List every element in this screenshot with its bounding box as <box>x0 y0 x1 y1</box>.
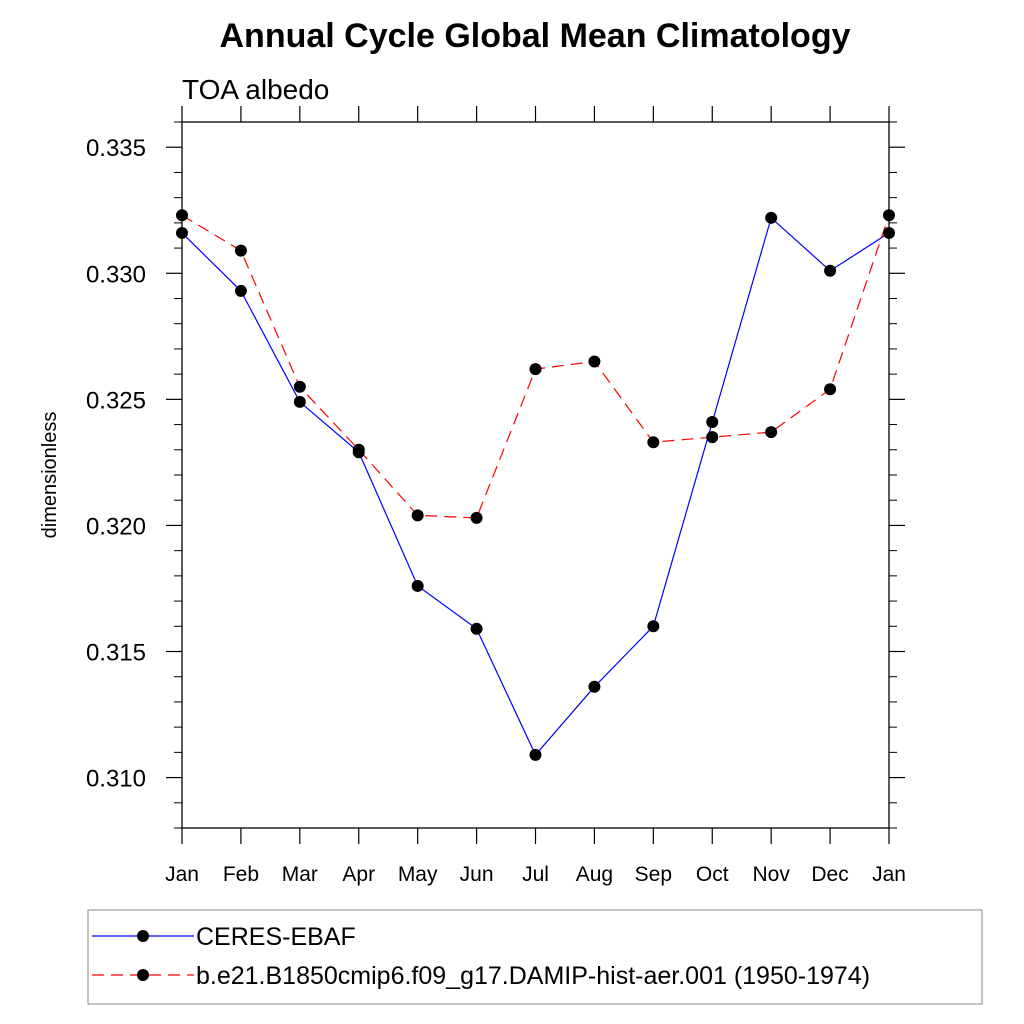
x-tick-label: Jun <box>460 863 494 886</box>
x-tick-label: Jan <box>872 863 906 886</box>
x-tick-label: Sep <box>635 863 672 886</box>
x-tick-label: Apr <box>342 863 375 886</box>
series-2-point <box>765 426 778 439</box>
legend-label-1: CERES-EBAF <box>196 923 356 951</box>
x-tick-label: Oct <box>696 863 729 886</box>
chart-subtitle: TOA albedo <box>182 74 329 105</box>
series-1-point <box>706 416 719 429</box>
series-2-point <box>824 383 837 396</box>
series-2-point <box>293 380 306 393</box>
y-tick-label: 0.310 <box>86 766 146 793</box>
series-2-point <box>883 209 895 222</box>
series-1-point <box>824 264 837 277</box>
series-2-point <box>176 209 188 222</box>
y-tick-label: 0.325 <box>86 387 146 414</box>
y-tick-label: 0.335 <box>86 135 146 162</box>
series-1-point <box>647 620 660 633</box>
series-2-point <box>470 511 483 524</box>
y-tick-label: 0.320 <box>86 513 146 540</box>
series-2-point <box>234 244 247 257</box>
legend-label-2: b.e21.B1850cmip6.f09_g17.DAMIP-hist-aer.… <box>196 962 870 990</box>
series-1-point <box>293 395 306 408</box>
series-2-point <box>647 436 660 449</box>
axes: 0.310 0.315 0.320 0.325 0.330 0.335 Jan Feb Mar A… <box>86 106 906 886</box>
x-tick-label: Dec <box>811 863 848 886</box>
series-1-point <box>176 226 188 239</box>
x-tick-label: Jul <box>522 863 549 886</box>
series-1-point <box>470 622 483 635</box>
x-tick-label: Aug <box>576 863 613 886</box>
y-axis-label: dimensionless <box>39 412 61 539</box>
legend: CERES-EBAF b.e21.B1850cmip6.f09_g17.DAMIP… <box>87 909 983 1005</box>
series-1-point <box>234 284 247 297</box>
series-2-point <box>352 443 365 456</box>
x-tick-label: Feb <box>223 863 259 886</box>
legend-marker-2 <box>137 969 149 981</box>
chart-title: Annual Cycle Global Mean Climatology <box>220 17 851 55</box>
x-tick-label: Nov <box>752 863 790 886</box>
series-line-1 <box>181 216 890 756</box>
x-tick-label: May <box>398 863 438 886</box>
data-series <box>176 209 895 761</box>
y-tick-label: 0.330 <box>86 261 146 288</box>
series-1-point <box>411 579 424 592</box>
series-2-point <box>529 363 542 376</box>
series-1-point <box>883 226 895 239</box>
y-tick-label: 0.315 <box>86 640 146 667</box>
legend-marker-1 <box>137 930 149 942</box>
series-1-point <box>765 211 778 224</box>
series-1-point <box>529 748 542 761</box>
x-tick-label: Jan <box>165 863 199 886</box>
series-2-point <box>588 355 601 368</box>
series-1-point <box>588 680 601 693</box>
legend-box <box>87 909 983 1005</box>
series-2-point <box>411 509 424 522</box>
x-tick-label: Mar <box>282 863 318 886</box>
series-2-point <box>706 431 719 444</box>
